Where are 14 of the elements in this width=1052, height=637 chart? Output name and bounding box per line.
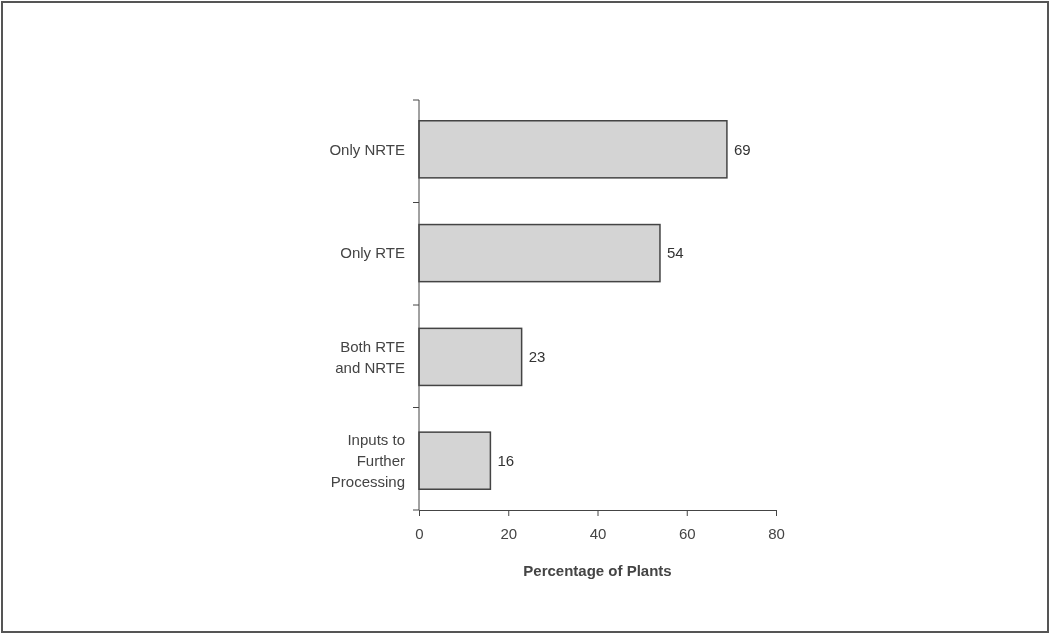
x-tick-label: 40 bbox=[589, 524, 607, 542]
data-label: 23 bbox=[528, 348, 546, 366]
y-tick-label: Both RTE and NRTE bbox=[335, 337, 405, 376]
y-tick-label: Inputs to Further Processing bbox=[330, 430, 405, 490]
x-tick-label: 80 bbox=[768, 524, 785, 542]
data-label: 69 bbox=[733, 140, 751, 158]
x-tick-label: 20 bbox=[500, 524, 518, 542]
y-tick-label: Only RTE bbox=[340, 244, 405, 262]
x-axis-title: Percentage of Plants bbox=[523, 562, 672, 579]
y-tick-label: Only NRTE bbox=[329, 140, 405, 158]
x-tick-label: 0 bbox=[415, 524, 424, 542]
data-label: 54 bbox=[666, 244, 684, 262]
x-tick-label: 60 bbox=[678, 524, 696, 542]
data-label: 16 bbox=[497, 451, 515, 469]
